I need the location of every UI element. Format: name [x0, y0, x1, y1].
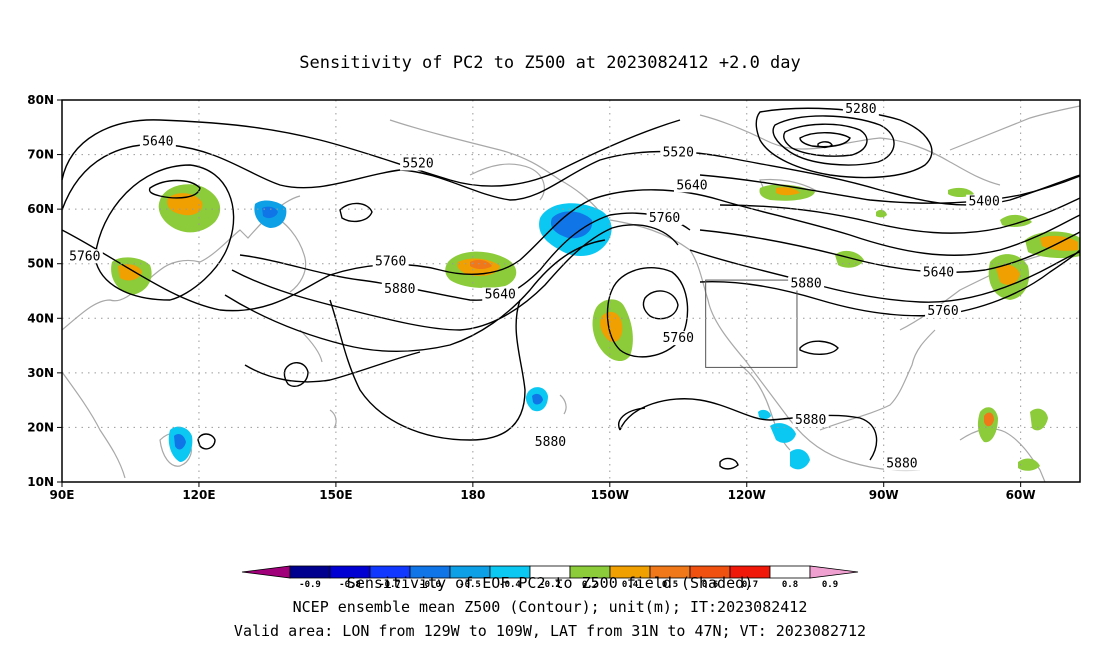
colorbar-label-3: -0.6 [419, 580, 441, 590]
contour-label-2: 5760 [69, 249, 100, 264]
y-tick-label-5: 60N [27, 202, 54, 216]
contour-label-12: 5880 [795, 413, 826, 428]
coastlines [61, 105, 1081, 483]
colorbar-label-5: -0.4 [499, 580, 521, 590]
contour-label-11: 5880 [790, 277, 821, 292]
x-tick-label-6: 90W [869, 488, 899, 502]
chart-title: Sensitivity of PC2 to Z500 at 2023082412… [299, 53, 801, 73]
contour-label-bg-5 [482, 287, 519, 302]
colorbar-label-8: 0.4 [622, 580, 639, 590]
footer-line-2: NCEP ensemble mean Z500 (Contour); unit(… [293, 598, 808, 616]
x-tick-label-5: 120W [728, 488, 766, 502]
contour-label-7: 5640 [676, 178, 707, 193]
contour-label-bg-9 [660, 331, 697, 346]
colorbar-label-7: 0.2 [582, 580, 598, 590]
x-axis-ticks: 90E 120E 150E 180 150W 120W 90W 60W [50, 482, 1036, 502]
contour-label-bg-16 [920, 265, 957, 280]
contour-label-bg-12 [792, 412, 829, 427]
x-tick-label-2: 150E [319, 488, 352, 502]
contour-label-17: 5760 [927, 304, 958, 319]
y-tick-label-4: 50N [27, 257, 54, 271]
y-tick-label-2: 30N [27, 366, 54, 380]
contour-label-bg-8 [646, 211, 683, 226]
contour-label-bg-13 [883, 456, 920, 471]
contour-label-14: 5280 [845, 102, 876, 117]
contour-label-bg-15 [966, 194, 1003, 209]
x-tick-label-1: 120E [182, 488, 215, 502]
contour-label-bg-14 [842, 101, 879, 116]
colorbar-label-11: 0.7 [742, 580, 758, 590]
contour-label-bg-1 [400, 156, 437, 171]
colorbar-label-12: 0.8 [782, 580, 798, 590]
map-frame [61, 99, 1081, 483]
colorbar-bin-0 [289, 565, 331, 579]
contour-label-bg-6 [660, 145, 697, 160]
contour-label-bg-17 [925, 303, 962, 318]
contour-label-16: 5640 [923, 266, 954, 281]
contour-label-6: 5520 [663, 146, 694, 161]
colorbar-label-2: -0.7 [379, 580, 401, 590]
valid-area-box [705, 279, 798, 368]
contour-label-13: 5880 [886, 457, 917, 472]
colorbar-label-13: 0.9 [822, 580, 838, 590]
contour-label-bg-4 [381, 282, 418, 296]
y-tick-label-3: 40N [27, 311, 54, 325]
y-tick-label-6: 70N [27, 148, 54, 162]
footer-line-1: Sensitivity of EOF PC2 to Z500 field (Sh… [347, 574, 753, 592]
y-tick-label-1: 20N [27, 420, 54, 434]
y-axis-ticks: 10N 20N 30N 40N 50N 60N 70N 80N [27, 93, 62, 489]
contour-label-bg-11 [788, 276, 825, 291]
contour-label-bg-3 [372, 254, 409, 269]
x-tick-label-3: 180 [460, 488, 485, 502]
x-tick-label-0: 90E [50, 488, 75, 502]
colorbar-high-arrow [809, 565, 859, 579]
colorbar-label-4: -0.5 [459, 580, 481, 590]
colorbar: -0.9 -0.8 -0.7 -0.6 -0.5 -0.4 -0.2 0.2 0.4 0.5 0.6… [241, 565, 859, 590]
contour-label-8: 5760 [649, 211, 680, 226]
contour-label-10: 5880 [535, 435, 566, 450]
contour-label-bg-2 [66, 249, 103, 264]
contour-label-0: 5640 [142, 135, 173, 150]
graticule [62, 100, 1080, 482]
colorbar-label-9: 0.5 [662, 580, 678, 590]
contour-label-bg-7 [673, 178, 710, 193]
contour-label-bg-10 [532, 434, 569, 449]
y-tick-label-0: 10N [27, 475, 54, 489]
colorbar-label-0: -0.9 [299, 580, 321, 590]
x-tick-label-4: 150W [591, 488, 629, 502]
x-tick-label-7: 60W [1006, 488, 1036, 502]
contour-label-3: 5760 [375, 255, 406, 270]
y-tick-label-7: 80N [27, 93, 54, 107]
colorbar-label-6: -0.2 [539, 580, 561, 590]
colorbar-low-arrow [241, 565, 291, 579]
sensitivity-shading [111, 184, 1080, 471]
map-panel: 5640 5520 5760 5760 5880 5640 5520 5640 5760 5760… [61, 99, 1081, 483]
colorbar-bin-12 [769, 565, 811, 579]
contour-labels: 5640 5520 5760 5760 5880 5640 5520 5640 5760 5760… [66, 101, 1003, 472]
contour-label-5: 5640 [485, 287, 516, 302]
contour-label-bg-0 [139, 134, 176, 149]
footer-line-3: Valid area: LON from 129W to 109W, LAT f… [234, 622, 866, 640]
contour-label-1: 5520 [402, 156, 433, 171]
colorbar-label-10: 0.6 [702, 580, 718, 590]
contour-label-9: 5760 [663, 331, 694, 346]
map-background [62, 100, 1080, 482]
colorbar-label-1: -0.8 [339, 580, 361, 590]
contour-label-4: 5880 [384, 282, 415, 297]
contour-label-15: 5400 [968, 195, 999, 210]
